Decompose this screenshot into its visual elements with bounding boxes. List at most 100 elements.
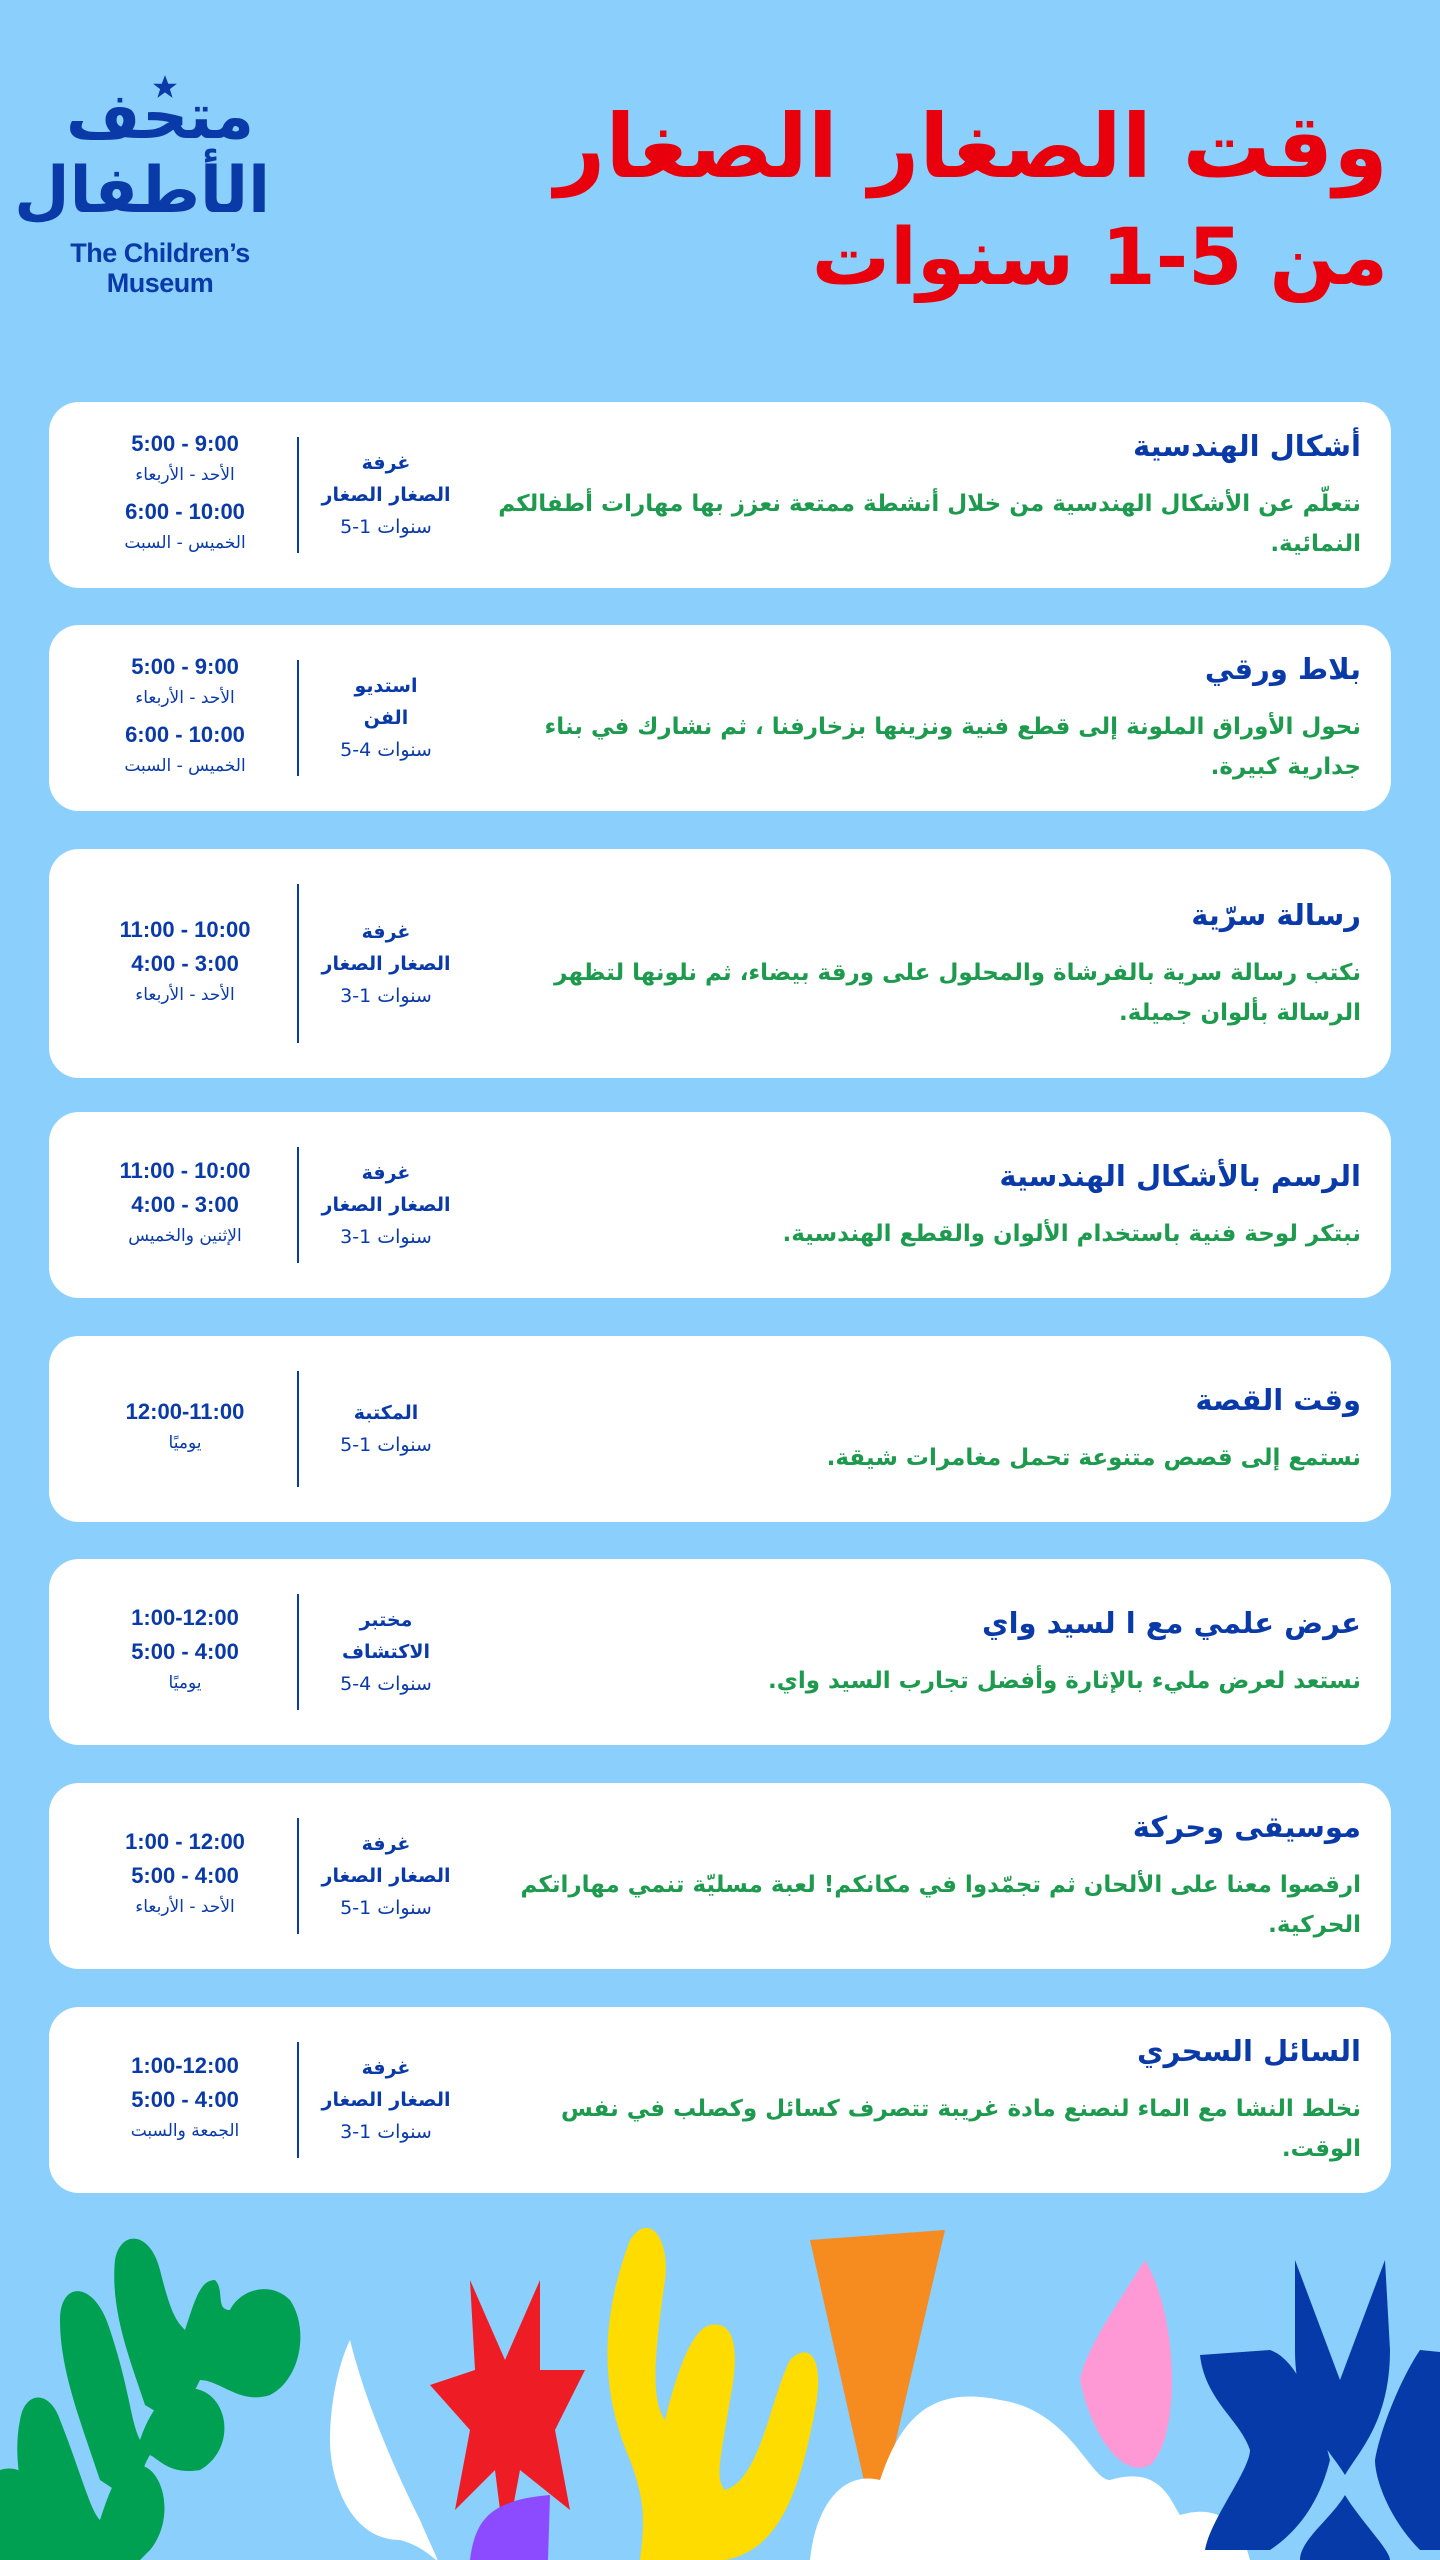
location-line: غرفة: [361, 2057, 411, 2079]
logo-english-line2: Museum: [106, 268, 214, 298]
location-line: غرفة: [361, 1162, 411, 1184]
activity-schedule: 5:00 - 9:00 الأحد - الأربعاء 6:00 - 10:00 ا…: [85, 427, 285, 563]
divider: [297, 1147, 299, 1263]
days-label: الخميس - السبت: [124, 756, 246, 776]
activity-location: غرفة الصغار الصغار 5-1 سنوات: [311, 447, 461, 543]
activity-description: ارقصوا معنا على الألحان ثم تجمّدوا في مك…: [520, 1872, 1362, 1938]
activity-content: عرض علمي مع ا لسيد واي نستعد لعرض مليء با…: [461, 1603, 1361, 1701]
divider: [297, 660, 299, 776]
activity-title: الرسم بالأشكال الهندسية: [999, 1159, 1361, 1193]
activity-title: وقت القصة: [1195, 1383, 1361, 1417]
activity-card: بلاط ورقي نحول الأوراق الملونة إلى قطع فن…: [49, 625, 1391, 811]
activity-content: السائل السحري نخلط النشا مع الماء لنصنع م…: [461, 2031, 1361, 2169]
activity-schedule: 11:00 - 10:00 4:00 - 3:00 الإثنين والخميس: [85, 1154, 285, 1256]
logo-arabic-text: متحف الأطفال: [14, 80, 272, 228]
age-range: 5-1 سنوات: [340, 516, 432, 538]
activity-card: أشكال الهندسية نتعلّم عن الأشكال الهندسية…: [49, 402, 1391, 588]
days-label: يوميًا: [168, 1673, 202, 1693]
time-range: 11:00 - 10:00: [119, 916, 251, 942]
page-title: وقت الصغار الصغار من 5-1 سنوات: [555, 92, 1388, 308]
title-line1: وقت الصغار الصغار: [554, 95, 1388, 198]
location-line: الفن: [363, 707, 409, 729]
location-line: الصغار الصغار: [321, 1194, 451, 1216]
activity-card: الرسم بالأشكال الهندسية نبتكر لوحة فنية ب…: [49, 1112, 1391, 1298]
activity-content: موسيقى وحركة ارقصوا معنا على الألحان ثم ت…: [461, 1807, 1362, 1945]
age-range: 3-1 سنوات: [340, 984, 432, 1007]
orange-triangle-shape: [810, 2230, 945, 2530]
pink-leaf-shape: [1080, 2260, 1172, 2468]
time-range: 6:00 - 10:00: [125, 722, 245, 747]
divider: [297, 1371, 299, 1487]
activity-card: وقت القصة نستمع إلى قصص متنوعة تحمل مغامر…: [49, 1336, 1391, 1522]
activity-location: غرفة الصغار الصغار 5-1 سنوات: [311, 1828, 461, 1924]
museum-logo: متحف الأطفال The Children’s Museum: [14, 75, 272, 298]
age-range: 5-1 سنوات: [340, 1897, 432, 1919]
activity-card: عرض علمي مع ا لسيد واي نستعد لعرض مليء با…: [49, 1559, 1391, 1745]
activity-content: بلاط ورقي نحول الأوراق الملونة إلى قطع فن…: [461, 649, 1361, 787]
activity-description: نحول الأوراق الملونة إلى قطع فنية ونزينه…: [544, 714, 1361, 780]
green-leaf-shape: [0, 2238, 301, 2560]
divider: [297, 884, 299, 1043]
location-line: الصغار الصغار: [321, 1865, 451, 1887]
activity-schedule: 5:00 - 9:00 الأحد - الأربعاء 6:00 - 10:00 ا…: [85, 650, 285, 786]
time-range: 5:00 - 9:00: [131, 431, 239, 456]
days-label: الأحد - الأربعاء: [135, 465, 235, 485]
divider: [297, 1818, 299, 1934]
age-range: 5-4 سنوات: [340, 1673, 432, 1695]
logo-english-line1: The Children’s: [70, 238, 250, 268]
white-drop-shape: [330, 2340, 438, 2560]
time-range: 4:00 - 3:00: [131, 950, 239, 976]
activity-card: السائل السحري نخلط النشا مع الماء لنصنع م…: [49, 2007, 1391, 2193]
activity-schedule: 12:00-11:00 يوميًا: [85, 1395, 285, 1463]
location-line: المكتبة: [353, 1402, 419, 1424]
days-label: الأحد - الأربعاء: [135, 1897, 235, 1917]
location-line: الاكتشاف: [341, 1641, 430, 1663]
age-range: 5-4 سنوات: [340, 739, 432, 761]
red-star-shape: [430, 2280, 585, 2550]
location-line: استديو: [354, 675, 418, 697]
days-label: يوميًا: [168, 1433, 202, 1453]
days-label: الأحد - الأربعاء: [135, 688, 235, 708]
age-range: 5-1 سنوات: [340, 1434, 432, 1456]
activity-schedule: 11:00 - 10:00 4:00 - 3:00 الأحد - الأربعاء: [85, 913, 285, 1015]
activity-card: رسالة سرّية نكتب رسالة سرية بالفرشاة والم…: [49, 849, 1391, 1078]
activity-card: موسيقى وحركة ارقصوا معنا على الألحان ثم ت…: [49, 1783, 1391, 1969]
white-cloud-shape: [810, 2396, 1250, 2560]
days-label: الجمعة والسبت: [130, 2121, 240, 2141]
time-range: 1:00-12:00: [131, 2053, 239, 2078]
activity-content: رسالة سرّية نكتب رسالة سرية بالفرشاة والم…: [461, 895, 1361, 1033]
divider: [297, 1594, 299, 1710]
star-icon: [153, 75, 177, 98]
activity-title: عرض علمي مع ا لسيد واي: [981, 1606, 1361, 1640]
activity-content: الرسم بالأشكال الهندسية نبتكر لوحة فنية ب…: [461, 1156, 1361, 1254]
activity-location: مختبر الاكتشاف 5-4 سنوات: [311, 1604, 461, 1700]
yellow-cactus-shape: [607, 2227, 819, 2560]
activity-location: استديو الفن 5-4 سنوات: [311, 670, 461, 766]
activity-location: غرفة الصغار الصغار 3-1 سنوات: [311, 2052, 461, 2148]
activity-schedule: 1:00-12:00 5:00 - 4:00 يوميًا: [85, 1601, 285, 1703]
location-line: غرفة: [361, 920, 411, 943]
age-range: 3-1 سنوات: [340, 1226, 432, 1248]
activity-location: المكتبة 5-1 سنوات: [311, 1397, 461, 1461]
activity-title: أشكال الهندسية: [1133, 429, 1361, 463]
time-range: 5:00 - 4:00: [131, 1863, 239, 1888]
location-line: الصغار الصغار: [321, 952, 451, 975]
divider: [297, 2042, 299, 2158]
activity-location: غرفة الصغار الصغار 3-1 سنوات: [311, 916, 461, 1012]
time-range: 5:00 - 9:00: [131, 654, 239, 679]
blue-flower-shape: [1200, 2260, 1440, 2560]
activity-description: نستعد لعرض مليء بالإثارة وأفضل تجارب الس…: [768, 1668, 1361, 1694]
activity-description: نتعلّم عن الأشكال الهندسية من خلال أنشطة…: [498, 491, 1361, 557]
activity-description: نستمع إلى قصص متنوعة تحمل مغامرات شيقة.: [826, 1445, 1361, 1471]
age-range: 3-1 سنوات: [340, 2121, 432, 2143]
activity-description: نخلط النشا مع الماء لنصنع مادة غريبة تتص…: [561, 2096, 1361, 2162]
activity-title: موسيقى وحركة: [1132, 1810, 1361, 1844]
time-range: 1:00-12:00: [131, 1605, 239, 1630]
location-line: الصغار الصغار: [321, 2089, 451, 2111]
activity-title: السائل السحري: [1137, 2034, 1361, 2068]
activity-content: وقت القصة نستمع إلى قصص متنوعة تحمل مغامر…: [461, 1380, 1361, 1478]
activity-schedule: 1:00-12:00 5:00 - 4:00 الجمعة والسبت: [85, 2049, 285, 2151]
activity-description: نكتب رسالة سرية بالفرشاة والمحلول على ور…: [554, 959, 1361, 1026]
time-range: 5:00 - 4:00: [131, 1639, 239, 1664]
purple-shape: [470, 2495, 550, 2560]
